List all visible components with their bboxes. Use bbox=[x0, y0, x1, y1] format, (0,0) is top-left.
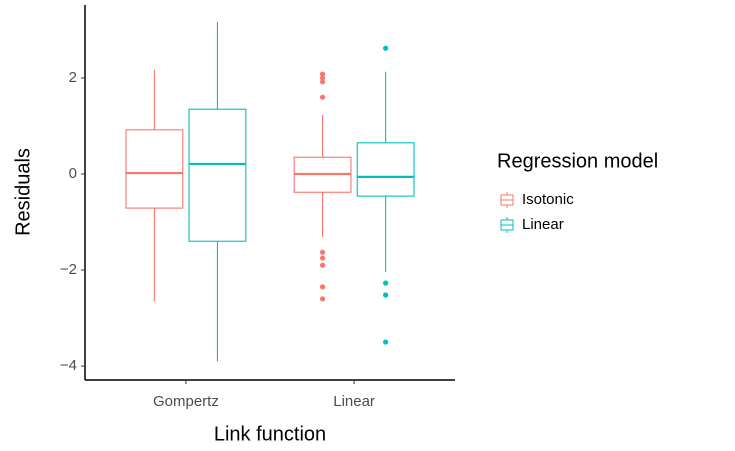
y-tick-label: −4 bbox=[60, 357, 77, 374]
y-tick-label: −2 bbox=[60, 261, 77, 278]
x-axis-title: Link function bbox=[214, 423, 326, 445]
outlier bbox=[319, 284, 326, 290]
outlier bbox=[319, 255, 326, 261]
y-axis-title: Residuals bbox=[12, 148, 34, 236]
x-tick-label: Gompertz bbox=[153, 393, 219, 410]
outlier bbox=[383, 280, 389, 286]
box bbox=[188, 108, 247, 242]
outlier bbox=[383, 45, 389, 51]
y-tick-label: 2 bbox=[69, 69, 77, 86]
legend-label: Isotonic bbox=[522, 191, 574, 208]
outlier bbox=[319, 262, 326, 268]
box bbox=[125, 129, 184, 209]
box bbox=[356, 142, 415, 197]
outlier bbox=[319, 75, 326, 81]
outlier bbox=[319, 94, 326, 100]
outlier bbox=[319, 71, 326, 77]
y-tick-label: 0 bbox=[69, 165, 77, 182]
outlier bbox=[319, 249, 326, 255]
outlier bbox=[383, 339, 389, 345]
outlier bbox=[319, 296, 326, 302]
outlier bbox=[383, 292, 389, 298]
legend-title: Regression model bbox=[497, 150, 658, 172]
outlier bbox=[319, 79, 326, 85]
legend-label: Linear bbox=[522, 216, 564, 233]
x-tick-label: Linear bbox=[333, 393, 375, 410]
